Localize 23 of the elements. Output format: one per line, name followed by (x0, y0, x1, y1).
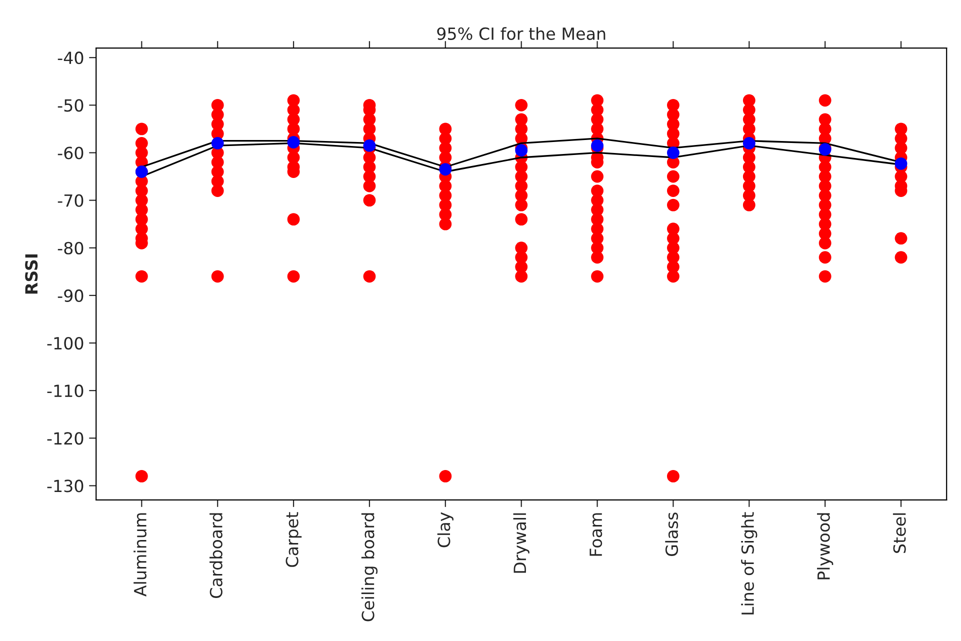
y-tick-label: -90 (58, 289, 84, 302)
x-tick-label: Steel (892, 513, 906, 553)
x-tick-label: Carpet (286, 512, 302, 567)
chart-title: 95% CI for the Mean (437, 27, 606, 40)
y-tick-label: -70 (58, 194, 84, 207)
y-axis-title: RSSI (25, 254, 38, 294)
y-tick-label: -60 (58, 146, 84, 160)
y-tick-label: -100 (47, 336, 84, 350)
x-tick-label: Cardboard (210, 513, 222, 598)
y-tick-label: -80 (58, 242, 84, 254)
x-tick-label: Clay (437, 512, 454, 548)
y-tick-label: -50 (58, 99, 84, 112)
y-tick-label: -40 (58, 52, 84, 64)
x-tick-label: Ceiling board (361, 513, 378, 622)
x-tick-label: Line of Sight (741, 512, 758, 614)
x-tick-label: Aluminum (134, 513, 146, 596)
x-tick-label: Drywall (513, 513, 530, 573)
x-tick-label: Plywood (817, 513, 834, 580)
x-tick-label: Foam (590, 513, 602, 556)
y-tick-label: -120 (47, 432, 84, 445)
y-tick-label: -110 (47, 384, 84, 398)
y-tick-label: -130 (47, 480, 84, 492)
x-tick-label: Glass (665, 512, 678, 556)
